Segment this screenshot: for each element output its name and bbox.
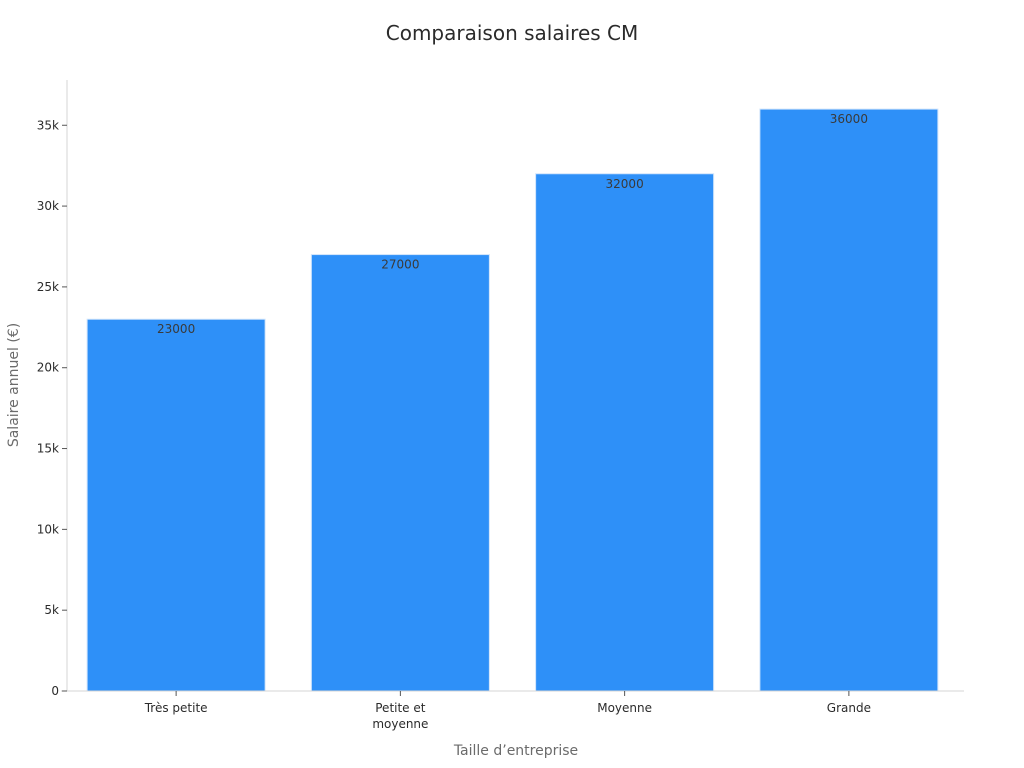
bars-layer <box>86 108 939 692</box>
y-tick-label: 30k <box>37 199 59 213</box>
x-axis-title: Taille d’entreprise <box>453 743 578 759</box>
y-tick-label: 35k <box>37 118 59 132</box>
chart-title: Comparaison salaires CM <box>386 21 639 45</box>
y-tick-label: 25k <box>37 280 59 294</box>
x-tick-label-line: Moyenne <box>597 701 652 715</box>
x-tick-label: Très petite <box>144 701 208 715</box>
y-tick-label: 20k <box>37 361 59 375</box>
bar[interactable] <box>310 254 490 692</box>
bar[interactable] <box>759 108 939 692</box>
x-tick-label: Petite et moyenne <box>372 701 428 731</box>
data-label: 36000 <box>830 112 868 126</box>
y-tick-label: 10k <box>37 522 59 536</box>
x-tick-label-line: moyenne <box>372 717 428 731</box>
y-tick-label: 5k <box>44 603 59 617</box>
y-tick-label: 15k <box>37 442 59 456</box>
bar[interactable] <box>86 318 266 692</box>
data-label: 27000 <box>381 258 419 272</box>
y-tick-label: 0 <box>51 684 59 698</box>
y-axis-title: Salaire annuel (€) <box>6 323 22 447</box>
x-tick-label: Grande <box>827 701 871 715</box>
data-label: 23000 <box>157 322 195 336</box>
bar[interactable] <box>535 173 715 692</box>
x-tick-label-line: Très petite <box>144 701 208 715</box>
data-label: 32000 <box>606 177 644 191</box>
x-tick-label-line: Grande <box>827 701 871 715</box>
labels-layer: 0 5k 10k 15k 20k 25k 30k 35k 23000 Très petite 270… <box>37 112 871 731</box>
axes-layer <box>61 80 964 696</box>
x-tick-label: Moyenne <box>597 701 652 715</box>
x-tick-label-line: Petite et <box>375 701 426 715</box>
